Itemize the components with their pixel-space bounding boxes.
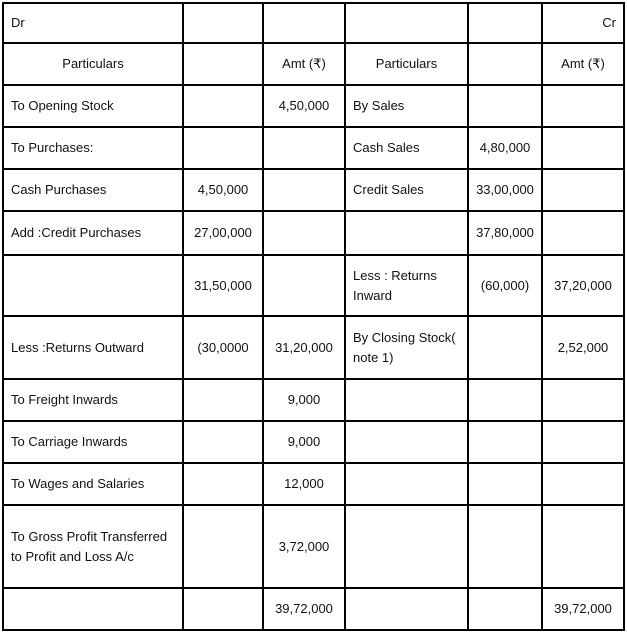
dr-subamount: 27,00,000 [182, 210, 264, 256]
dr-amount: 12,000 [262, 462, 346, 506]
dr-subamount [182, 462, 264, 506]
column-header-row: Particulars Amt (₹) Particulars Amt (₹) [2, 42, 625, 86]
cr-subamount [467, 587, 543, 631]
cr-particulars [344, 210, 469, 256]
cr-subamount [467, 84, 543, 128]
cr-amount [541, 504, 625, 589]
column-header [182, 42, 264, 86]
dr-subamount: 31,50,000 [182, 254, 264, 317]
dr-particulars [2, 254, 184, 317]
cr-subamount: (60,000) [467, 254, 543, 317]
cr-subamount [467, 315, 543, 380]
column-header: Particulars [344, 42, 469, 86]
dr-amount: 31,20,000 [262, 315, 346, 380]
cr-particulars: Cash Sales [344, 126, 469, 170]
cr-label: Cr [541, 2, 625, 44]
dr-amount: 4,50,000 [262, 84, 346, 128]
cr-amount [541, 420, 625, 464]
cr-particulars: By Closing Stock( note 1) [344, 315, 469, 380]
dr-subamount: 4,50,000 [182, 168, 264, 212]
column-header [467, 42, 543, 86]
table-row: 31,50,000 Less : Returns Inward (60,000) 37… [2, 254, 625, 317]
cr-amount [541, 84, 625, 128]
dr-amount [262, 168, 346, 212]
cr-particulars: Credit Sales [344, 168, 469, 212]
dr-particulars: To Opening Stock [2, 84, 184, 128]
dr-particulars: Less :Returns Outward [2, 315, 184, 380]
cr-subamount [467, 504, 543, 589]
dr-amount: 39,72,000 [262, 587, 346, 631]
dr-amount [262, 126, 346, 170]
cr-subamount: 37,80,000 [467, 210, 543, 256]
table-row: To Gross Profit Transferred to Profit an… [2, 504, 625, 589]
table-row: To Freight Inwards 9,000 [2, 378, 625, 422]
dr-subamount [182, 420, 264, 464]
cr-amount: 37,20,000 [541, 254, 625, 317]
cr-amount: 2,52,000 [541, 315, 625, 380]
dr-particulars [2, 587, 184, 631]
table-row: To Wages and Salaries 12,000 [2, 462, 625, 506]
dr-subamount [182, 504, 264, 589]
cr-particulars [344, 504, 469, 589]
table-row: 39,72,000 39,72,000 [2, 587, 625, 631]
dr-particulars: To Freight Inwards [2, 378, 184, 422]
table-row: Add :Credit Purchases 27,00,000 37,80,000 [2, 210, 625, 256]
table-row: To Carriage Inwards 9,000 [2, 420, 625, 464]
dr-label: Dr [2, 2, 184, 44]
dr-particulars: Cash Purchases [2, 168, 184, 212]
cr-particulars [344, 587, 469, 631]
dr-amount [262, 210, 346, 256]
column-header: Particulars [2, 42, 184, 86]
cr-amount [541, 126, 625, 170]
dr-particulars: Add :Credit Purchases [2, 210, 184, 256]
cr-subamount [467, 462, 543, 506]
table-row: Less :Returns Outward (30,0000 31,20,000 By… [2, 315, 625, 380]
dr-subamount: (30,0000 [182, 315, 264, 380]
cr-subamount [467, 378, 543, 422]
cr-particulars [344, 420, 469, 464]
cr-subamount [467, 420, 543, 464]
cr-particulars: By Sales [344, 84, 469, 128]
dr-amount: 3,72,000 [262, 504, 346, 589]
dr-particulars: To Purchases: [2, 126, 184, 170]
cr-amount [541, 378, 625, 422]
cr-amount [541, 462, 625, 506]
dr-particulars: To Wages and Salaries [2, 462, 184, 506]
table-row: Cash Purchases 4,50,000 Credit Sales 33,00,… [2, 168, 625, 212]
dr-amount: 9,000 [262, 420, 346, 464]
dr-cr-row: Dr Cr [2, 2, 625, 44]
cr-particulars [344, 462, 469, 506]
dr-amount [262, 254, 346, 317]
cr-amount [541, 168, 625, 212]
cr-particulars [344, 378, 469, 422]
column-header: Amt (₹) [541, 42, 625, 86]
column-header: Amt (₹) [262, 42, 346, 86]
cr-particulars: Less : Returns Inward [344, 254, 469, 317]
cr-subamount: 4,80,000 [467, 126, 543, 170]
dr-subamount [182, 378, 264, 422]
table-row: To Purchases: Cash Sales 4,80,000 [2, 126, 625, 170]
cr-amount [541, 210, 625, 256]
dr-particulars: To Gross Profit Transferred to Profit an… [2, 504, 184, 589]
dr-subamount [182, 126, 264, 170]
table-row: To Opening Stock 4,50,000 By Sales [2, 84, 625, 128]
cr-amount: 39,72,000 [541, 587, 625, 631]
dr-subamount [182, 84, 264, 128]
dr-subamount [182, 587, 264, 631]
cr-subamount: 33,00,000 [467, 168, 543, 212]
dr-particulars: To Carriage Inwards [2, 420, 184, 464]
dr-amount: 9,000 [262, 378, 346, 422]
